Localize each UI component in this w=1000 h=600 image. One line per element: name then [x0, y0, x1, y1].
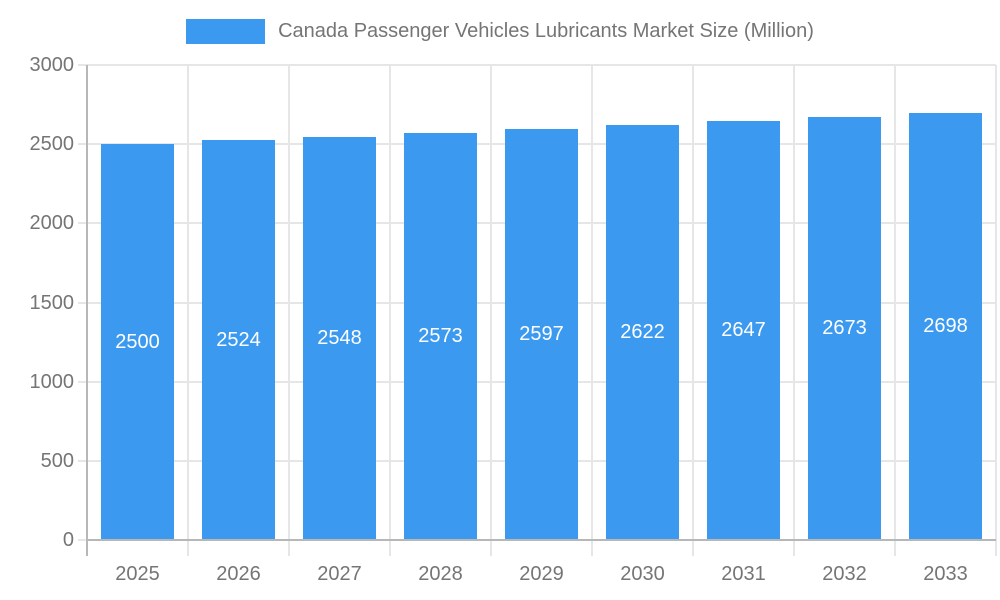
- x-axis-tick-label: 2031: [721, 563, 766, 585]
- bar[interactable]: 2524: [202, 140, 275, 540]
- x-axis-tick-label: 2027: [317, 563, 362, 585]
- bar-value-label: 2597: [519, 323, 564, 346]
- x-gridline: [591, 65, 593, 540]
- bar[interactable]: 2500: [101, 144, 174, 540]
- bar-value-label: 2524: [216, 329, 261, 352]
- x-axis-tick-label: 2030: [620, 563, 665, 585]
- x-axis-tick: [288, 540, 290, 556]
- x-gridline: [995, 65, 997, 540]
- chart-legend[interactable]: Canada Passenger Vehicles Lubricants Mar…: [0, 19, 1000, 44]
- x-axis-baseline: [87, 539, 996, 541]
- x-axis-tick: [692, 540, 694, 556]
- y-axis-tick-label: 1500: [29, 291, 75, 314]
- bar-value-label: 2673: [822, 317, 867, 340]
- y-axis-tick: [78, 459, 87, 462]
- x-axis-tick-label: 2026: [216, 563, 261, 585]
- x-gridline: [490, 65, 492, 540]
- bar[interactable]: 2622: [606, 124, 679, 540]
- x-axis-tick-label: 2028: [418, 563, 463, 585]
- y-axis-line: [86, 65, 88, 556]
- x-axis-tick-label: 2033: [923, 563, 968, 585]
- chart-title: Canada Passenger Vehicles Lubricants Mar…: [278, 20, 814, 42]
- y-axis-tick-label: 3000: [29, 54, 75, 76]
- x-axis-tick-label: 2032: [822, 563, 867, 585]
- bar-value-label: 2500: [115, 331, 160, 354]
- y-axis-tick: [78, 539, 87, 541]
- y-axis-tick: [78, 143, 87, 146]
- bar[interactable]: 2698: [909, 112, 982, 540]
- y-gridline: [87, 64, 996, 66]
- x-axis-tick: [894, 540, 896, 556]
- y-axis-tick-label: 500: [40, 449, 74, 472]
- x-axis-tick: [389, 540, 391, 556]
- x-gridline: [288, 65, 290, 540]
- bar-value-label: 2573: [418, 325, 463, 348]
- bar[interactable]: 2548: [303, 136, 376, 540]
- bar-value-label: 2548: [317, 327, 362, 350]
- bar-value-label: 2647: [721, 319, 766, 342]
- x-axis-tick-label: 2029: [519, 563, 564, 585]
- x-gridline: [793, 65, 795, 540]
- bar[interactable]: 2573: [404, 132, 477, 540]
- y-axis-tick-label: 2500: [29, 133, 75, 156]
- bar[interactable]: 2673: [808, 116, 881, 540]
- y-axis-tick: [78, 222, 87, 225]
- y-axis-tick: [78, 380, 87, 383]
- x-axis-tick-label: 2025: [115, 563, 160, 585]
- x-axis-tick: [591, 540, 593, 556]
- x-axis-tick: [995, 540, 997, 556]
- y-axis-tick: [78, 301, 87, 304]
- y-axis-tick-label: 1000: [29, 370, 75, 393]
- y-axis-tick-label: 0: [62, 529, 74, 551]
- x-axis-tick: [793, 540, 795, 556]
- x-gridline: [692, 65, 694, 540]
- x-axis-tick: [187, 540, 189, 556]
- bar[interactable]: 2647: [707, 120, 780, 540]
- bar-value-label: 2698: [923, 315, 968, 338]
- legend-swatch: [186, 19, 266, 44]
- y-axis-tick-label: 2000: [29, 212, 75, 235]
- x-gridline: [187, 65, 189, 540]
- bar-value-label: 2622: [620, 321, 665, 344]
- x-gridline: [894, 65, 896, 540]
- bar[interactable]: 2597: [505, 128, 578, 540]
- x-gridline: [389, 65, 391, 540]
- y-axis-tick: [78, 64, 87, 66]
- x-axis-tick: [490, 540, 492, 556]
